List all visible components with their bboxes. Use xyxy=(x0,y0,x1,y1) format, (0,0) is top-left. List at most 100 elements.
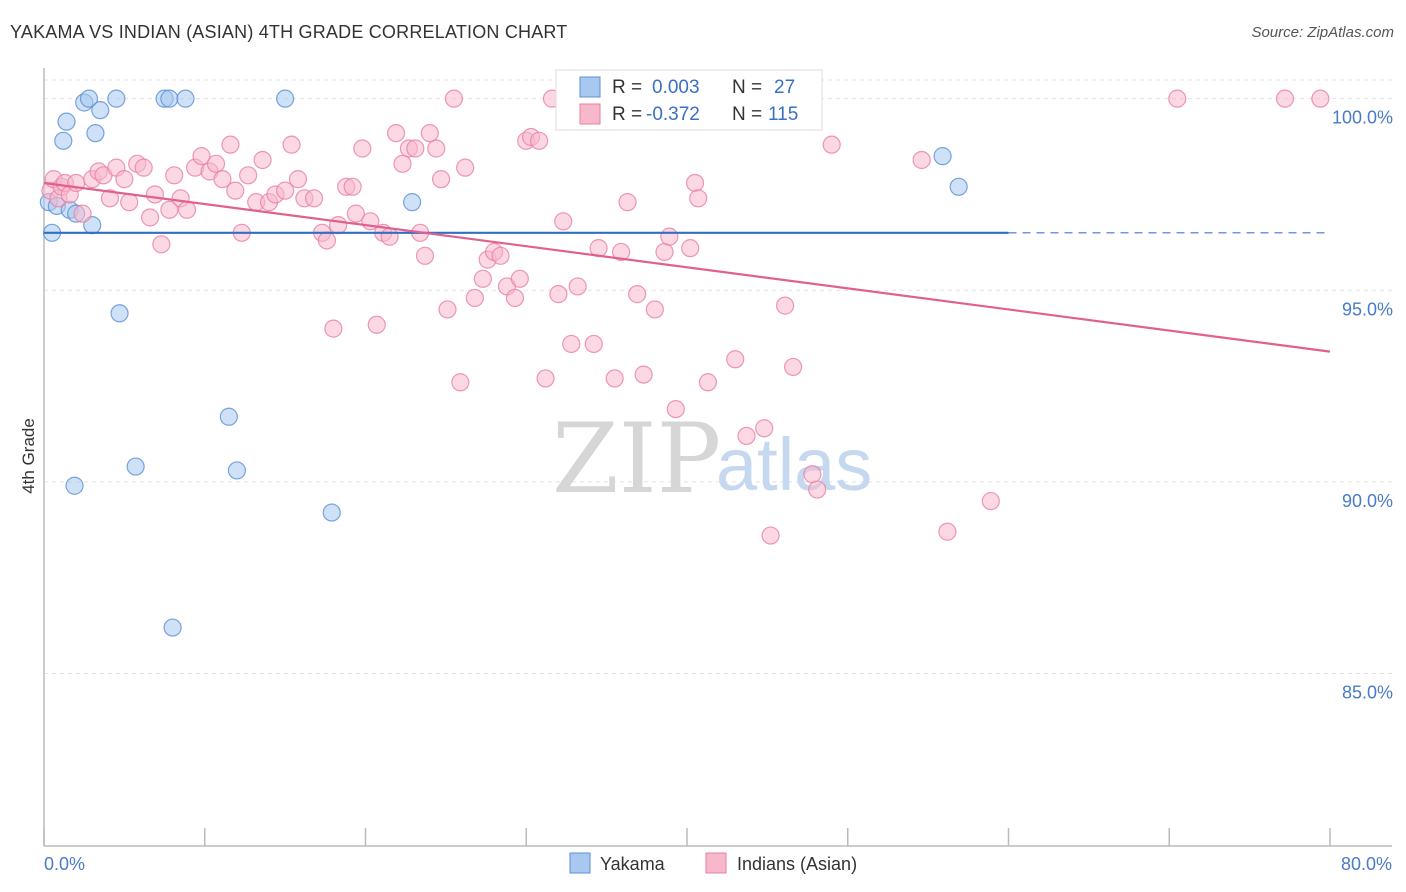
point-indians-14 xyxy=(120,193,139,212)
point-yakama-23 xyxy=(163,618,182,637)
data-points xyxy=(39,89,1330,637)
point-indians-100 xyxy=(755,419,774,438)
point-indians-93 xyxy=(666,399,685,419)
legend-r-value-yakama: 0.003 xyxy=(652,77,700,98)
point-indians-73 xyxy=(510,269,529,288)
point-indians-48 xyxy=(346,204,365,223)
point-indians-27 xyxy=(206,154,226,173)
point-indians-89 xyxy=(634,365,653,384)
chart-title: YAKAMA VS INDIAN (ASIAN) 4TH GRADE CORRE… xyxy=(10,22,568,42)
legend-n-value-yakama: 27 xyxy=(774,77,795,98)
trend-line-indians xyxy=(43,181,1331,353)
point-indians-7 xyxy=(73,204,92,223)
legend-n-label-2: N = xyxy=(732,104,762,125)
point-yakama-9 xyxy=(86,124,105,143)
point-yakama-26 xyxy=(949,177,968,196)
point-indians-34 xyxy=(253,150,272,170)
point-indians-64 xyxy=(456,158,475,177)
legend-swatch-yakama xyxy=(579,76,601,98)
point-indians-70 xyxy=(491,246,510,265)
point-indians-38 xyxy=(282,135,301,154)
point-indians-21 xyxy=(165,166,184,185)
point-indians-108 xyxy=(938,522,957,541)
point-indians-91 xyxy=(655,242,674,262)
point-indians-28 xyxy=(213,170,232,189)
point-indians-65 xyxy=(451,373,470,392)
point-indians-53 xyxy=(380,227,399,246)
point-indians-18 xyxy=(145,185,165,204)
point-indians-72 xyxy=(505,288,525,308)
point-indians-109 xyxy=(981,491,1000,511)
point-indians-51 xyxy=(367,315,386,334)
point-indians-16 xyxy=(134,158,153,177)
point-yakama-15 xyxy=(276,89,295,108)
y-tick-label-95: 95.0% xyxy=(1342,299,1393,319)
point-indians-110 xyxy=(1168,89,1187,108)
point-yakama-21 xyxy=(227,461,246,480)
point-indians-59 xyxy=(415,246,435,265)
y-tick-label-85: 85.0% xyxy=(1342,683,1393,703)
point-indians-23 xyxy=(177,200,197,219)
point-indians-112 xyxy=(1311,89,1330,108)
point-indians-57 xyxy=(406,139,425,158)
legend-n-label-1: N = xyxy=(732,77,762,98)
watermark: ZIP atlas xyxy=(552,403,872,515)
y-tick-label-90: 90.0% xyxy=(1342,491,1393,511)
point-indians-76 xyxy=(530,131,549,150)
point-indians-88 xyxy=(628,285,647,304)
stats-legend: R = 0.003 N = 27 R = -0.372 N = 115 xyxy=(555,69,823,131)
point-indians-90 xyxy=(645,300,664,319)
y-tick-label-100: 100.0% xyxy=(1332,108,1393,128)
point-yakama-25 xyxy=(933,147,952,166)
point-indians-66 xyxy=(465,288,484,308)
point-indians-41 xyxy=(304,189,324,208)
trend-lines xyxy=(43,181,1331,353)
point-yakama-11 xyxy=(107,89,126,108)
point-indians-19 xyxy=(152,235,171,254)
point-indians-54 xyxy=(386,124,406,143)
point-indians-105 xyxy=(808,480,827,499)
x-tick-label-80: 80.0% xyxy=(1341,854,1392,874)
x-tick-label-0: 0.0% xyxy=(44,854,85,874)
point-yakama-8 xyxy=(79,89,99,108)
point-indians-86 xyxy=(611,242,631,262)
point-indians-55 xyxy=(393,154,412,173)
point-indians-37 xyxy=(276,181,295,200)
series-legend-label-indians: Indians (Asian) xyxy=(737,854,857,874)
legend-r-label-2: R = xyxy=(612,104,642,125)
point-yakama-18 xyxy=(126,457,145,476)
point-indians-30 xyxy=(226,181,245,200)
point-indians-11 xyxy=(100,189,120,208)
point-indians-49 xyxy=(353,139,372,158)
series-legend: Yakama Indians (Asian) xyxy=(569,852,857,874)
point-indians-114 xyxy=(420,124,439,143)
point-yakama-22 xyxy=(322,503,341,522)
series-legend-swatch-indians xyxy=(705,852,727,874)
point-indians-67 xyxy=(473,269,492,288)
watermark-zip: ZIP xyxy=(552,403,721,515)
point-indians-47 xyxy=(343,177,362,196)
point-indians-106 xyxy=(761,526,780,545)
point-yakama-19 xyxy=(65,476,84,495)
point-indians-99 xyxy=(737,426,756,446)
point-yakama-10 xyxy=(91,101,110,120)
point-yakama-20 xyxy=(219,407,238,426)
legend-n-value-indians: 115 xyxy=(768,104,798,125)
point-indians-39 xyxy=(288,170,308,189)
source-label: Source: ZipAtlas.com xyxy=(1251,24,1394,41)
point-indians-83 xyxy=(584,334,603,354)
legend-r-label-1: R = xyxy=(612,77,642,98)
point-indians-79 xyxy=(549,285,568,304)
point-indians-17 xyxy=(140,208,160,227)
legend-r-value-indians: -0.372 xyxy=(646,104,700,125)
point-indians-107 xyxy=(912,150,931,170)
point-yakama-13 xyxy=(160,89,179,108)
point-indians-13 xyxy=(115,170,134,189)
point-indians-43 xyxy=(317,231,337,250)
point-indians-61 xyxy=(431,170,451,189)
point-indians-44 xyxy=(324,319,343,338)
point-indians-95 xyxy=(685,173,705,193)
point-yakama-4 xyxy=(57,112,76,131)
point-indians-85 xyxy=(605,369,624,388)
